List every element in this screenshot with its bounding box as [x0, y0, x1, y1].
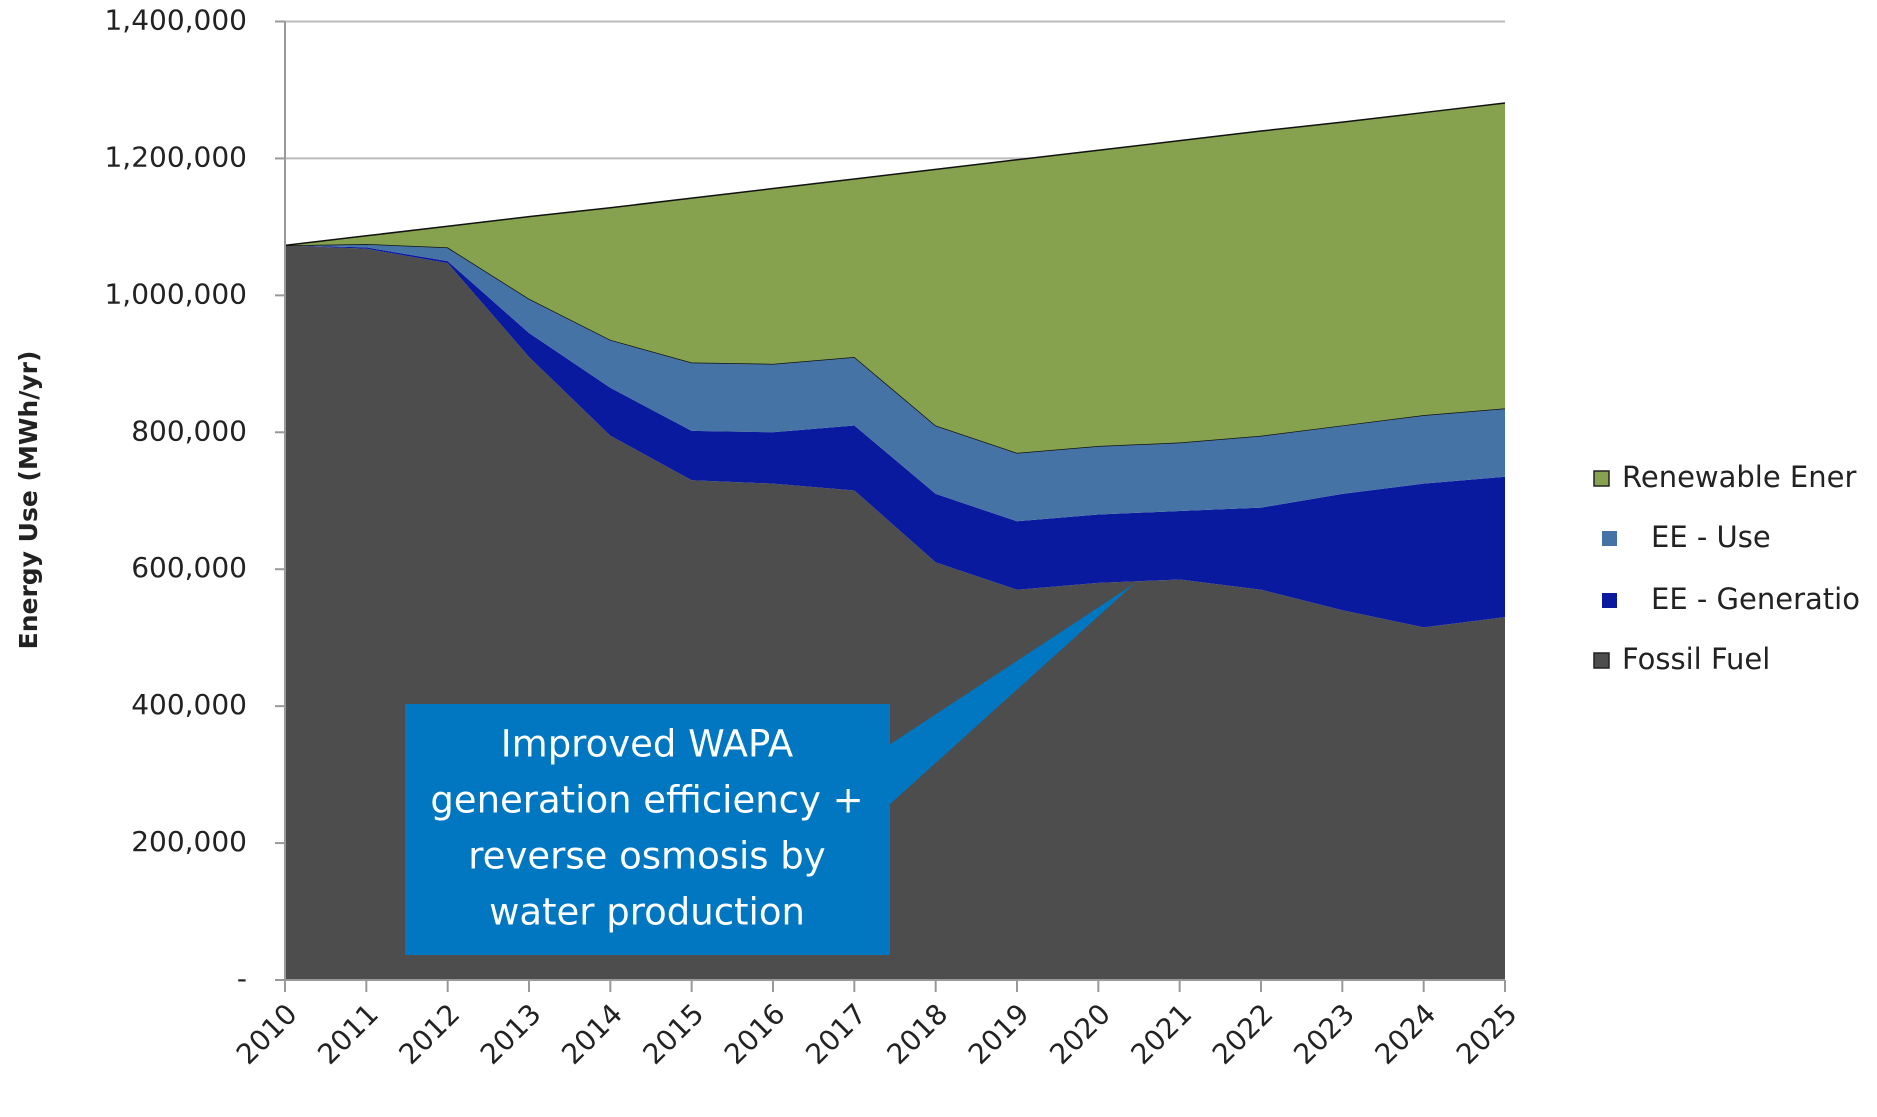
legend-swatch: [1602, 593, 1617, 608]
annotation-text: reverse osmosis by: [468, 835, 825, 878]
area-edge: [284, 102, 1506, 247]
legend-label: Fossil Fuel: [1622, 642, 1770, 676]
legend-label: Renewable Ener: [1622, 460, 1856, 494]
y-tick-label: 200,000: [131, 825, 247, 858]
x-tick-label: 2019: [962, 997, 1036, 1071]
legend-swatch: [1593, 652, 1610, 669]
x-tick-label: 2016: [718, 997, 792, 1071]
y-tick-label: -: [237, 962, 247, 995]
annotation-box: [405, 704, 890, 955]
y-tick-label: 600,000: [131, 551, 247, 584]
x-tick-label: 2010: [230, 997, 304, 1071]
x-tick-label: 2021: [1125, 997, 1199, 1071]
y-tick-label: 1,400,000: [104, 4, 247, 37]
x-tick-label: 2013: [474, 997, 548, 1071]
area: [285, 244, 1505, 522]
y-axis-label: Energy Use (MWh/yr): [14, 351, 43, 650]
y-tick-label: 400,000: [131, 688, 247, 721]
annotation-text: generation efficiency +: [430, 779, 863, 822]
x-tick-label: 2014: [555, 997, 629, 1071]
legend-swatch: [1602, 531, 1617, 546]
x-tick-label: 2012: [393, 997, 467, 1071]
x-tick-label: 2017: [799, 997, 873, 1071]
y-tick-label: 800,000: [131, 414, 247, 447]
x-tick-label: 2024: [1369, 997, 1443, 1071]
area: [285, 245, 1505, 628]
legend-swatch: [1593, 470, 1610, 487]
annotation-text: water production: [489, 891, 805, 934]
x-tick-label: 2011: [311, 997, 385, 1071]
x-tick-label: 2020: [1043, 997, 1117, 1071]
legend-label: EE - Use: [1651, 520, 1771, 554]
area: [285, 102, 1505, 453]
x-tick-label: 2023: [1287, 997, 1361, 1071]
x-tick-label: 2018: [881, 997, 955, 1071]
legend-label: EE - Generatio: [1651, 582, 1860, 616]
annotation-text: Improved WAPA: [501, 723, 794, 766]
x-tick-label: 2015: [637, 997, 711, 1071]
y-tick-label: 1,000,000: [104, 277, 247, 310]
y-tick-label: 1,200,000: [104, 140, 247, 173]
x-tick-label: 2022: [1206, 997, 1280, 1071]
annotation-pointer: [889, 584, 1134, 805]
x-tick-label: 2025: [1450, 997, 1524, 1071]
